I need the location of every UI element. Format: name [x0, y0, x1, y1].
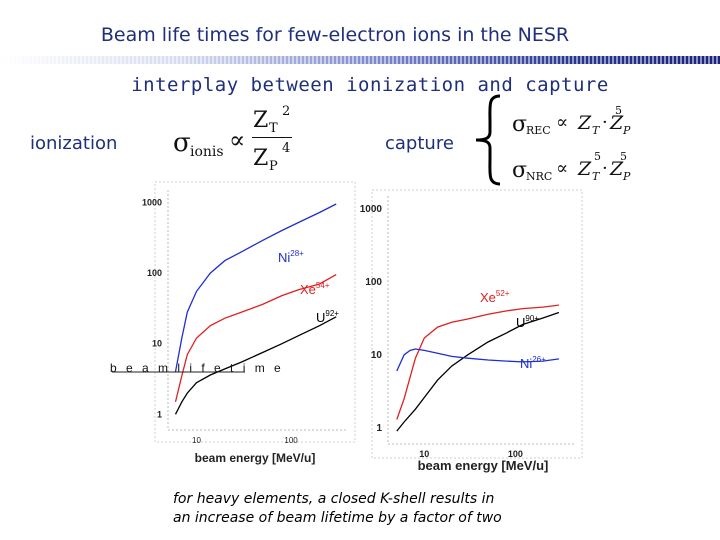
ionization-label: ionization — [30, 133, 118, 154]
y-tick-label: 10 — [371, 350, 383, 361]
zp-exponent: 5 — [615, 104, 622, 117]
proportional-symbol: ∝ — [556, 112, 569, 133]
series-line-xe — [174, 274, 337, 403]
x-axis-label: beam energy [MeV/u] — [418, 458, 549, 473]
sigma-symbol: σ — [173, 128, 191, 158]
caption-line-1: for heavy elements, a closed K-shell res… — [173, 491, 495, 507]
dot-symbol: · — [602, 158, 608, 179]
series-label-u: U90+ — [516, 314, 539, 330]
nrc-formula: σ NRC ∝ Z T 5 · Z P 5 — [512, 150, 662, 190]
nrc-subscript: NRC — [526, 170, 553, 183]
sigma-symbol: σ — [512, 158, 528, 183]
zt-base: Z — [578, 112, 592, 134]
sigma-symbol: σ — [512, 112, 528, 137]
series-line-xe — [396, 304, 559, 420]
series-line-ni — [396, 348, 559, 372]
y-tick-label: 1000 — [360, 204, 383, 215]
rec-subscript: REC — [526, 124, 551, 137]
zt-exponent: 2 — [282, 104, 291, 119]
x-axis-label: beam energy [MeV/u] — [195, 451, 316, 465]
proportional-symbol: ∝ — [229, 126, 246, 154]
plot-frame — [154, 181, 356, 443]
zt-base: Z — [253, 108, 269, 133]
series-label-xe: Xe54+ — [300, 281, 330, 297]
proportional-symbol: ∝ — [556, 158, 569, 179]
ionization-formula: σ ionis ∝ Z T 2 Z P 4 — [170, 104, 310, 182]
dot-symbol: · — [602, 112, 608, 133]
fraction-line — [252, 137, 292, 138]
zp-base: Z — [610, 112, 624, 134]
slide-title: Beam life times for few-electron ions in… — [100, 24, 570, 46]
zp-base: Z — [253, 146, 269, 171]
series-line-u — [396, 311, 560, 432]
zp-base: Z — [610, 158, 624, 180]
ionis-subscript: ionis — [190, 144, 224, 160]
capture-brace — [475, 94, 501, 186]
zp-exponent: 4 — [282, 141, 291, 156]
series-label-xe: Xe52+ — [480, 289, 510, 305]
zp-subscript: P — [623, 170, 631, 183]
plot-frame — [371, 189, 583, 459]
capture-label: capture — [385, 133, 454, 154]
zt-subscript: T — [592, 170, 600, 183]
zt-base: Z — [578, 158, 592, 180]
series-line-u — [174, 316, 337, 415]
series-label-ni: Ni28+ — [278, 249, 304, 265]
y-tick-label: 10 — [152, 339, 162, 349]
zp-exponent: 5 — [620, 150, 627, 163]
series-label-ni: Ni26+ — [520, 355, 546, 371]
zt-subscript: T — [592, 124, 600, 137]
y-tick-label: 100 — [365, 277, 382, 288]
zt-exponent: 5 — [594, 150, 601, 163]
y-tick-label: 1000 — [142, 197, 162, 207]
caption-line-2: an increase of beam lifetime by a factor… — [173, 510, 502, 526]
y-tick-label: 100 — [147, 268, 162, 278]
zp-subscript: P — [623, 124, 631, 137]
series-line-ni — [174, 203, 337, 372]
y-tick-label: 1 — [157, 409, 162, 419]
zt-subscript: T — [269, 121, 278, 136]
slide-subtitle: interplay between ionization and capture — [131, 74, 609, 96]
x-tick-label: 100 — [508, 449, 523, 459]
title-divider-pattern — [0, 56, 720, 64]
caption: for heavy elements, a closed K-shell res… — [173, 490, 573, 528]
zp-subscript: P — [269, 159, 278, 174]
rec-formula: σ REC ∝ Z T · Z P 5 — [512, 104, 652, 144]
x-tick-label: 10 — [192, 436, 201, 445]
series-label-u: U92+ — [316, 309, 339, 325]
y-tick-label: 1 — [376, 423, 382, 434]
x-tick-label: 100 — [284, 436, 298, 445]
x-tick-label: 10 — [419, 449, 429, 459]
